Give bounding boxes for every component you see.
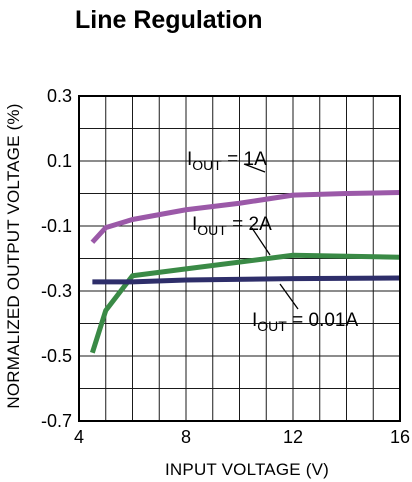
annotation-iout-1a: IOUT = 1A (187, 149, 267, 173)
annotation-iout-2a: IOUT = 2A (192, 214, 272, 238)
series-line-0 (90, 190, 401, 244)
y-axis-label: NORMALIZED OUTPUT VOLTAGE (%) (4, 103, 23, 408)
annotation-iout-001a: IOUT = 0.01A (252, 310, 358, 334)
y-tick-label: -0.1 (41, 216, 72, 236)
series-line-1 (89, 252, 401, 354)
leader-line-001a (279, 283, 299, 310)
y-tick-labels: 0.3 0.1 -0.1 -0.3 -0.5 -0.7 (41, 86, 72, 431)
chart-title: Line Regulation (75, 6, 263, 34)
x-axis-label: INPUT VOLTAGE (V) (165, 460, 329, 479)
series-annotations: IOUT = 1A IOUT = 2A IOUT = 0.01A (187, 149, 358, 334)
leader-line-2a (251, 227, 271, 256)
series-line-2 (92, 275, 401, 285)
y-tick-label: 0.3 (47, 86, 72, 106)
series-lines (89, 190, 401, 354)
y-tick-label: -0.7 (41, 411, 72, 431)
y-tick-label: -0.3 (41, 281, 72, 301)
plot-frame (78, 95, 401, 422)
leader-line-1a (243, 163, 266, 173)
x-tick-label: 12 (283, 427, 303, 447)
grid (79, 96, 400, 421)
y-tick-label: -0.5 (41, 346, 72, 366)
x-tick-labels: 4 8 12 16 (74, 427, 410, 447)
y-tick-label: 0.1 (47, 151, 72, 171)
x-tick-label: 16 (390, 427, 410, 447)
x-tick-label: 4 (74, 427, 84, 447)
x-tick-label: 8 (181, 427, 191, 447)
